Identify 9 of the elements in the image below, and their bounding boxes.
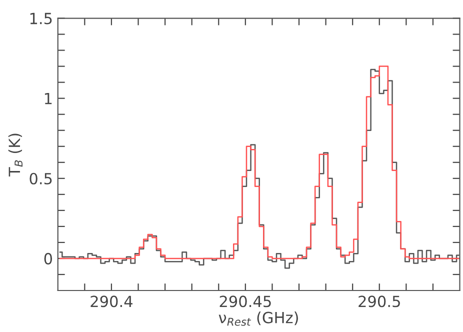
y-axis-title: T$_{B}$ (K) xyxy=(8,134,22,176)
y-tick-label: 0.5 xyxy=(30,172,52,184)
x-tick-label: 290.45 xyxy=(220,296,271,308)
y-tick-label: 0 xyxy=(44,252,52,264)
x-tick-label: 290.5 xyxy=(358,296,400,308)
y-tick-label: 1 xyxy=(44,92,52,104)
y-tick-label: 1.5 xyxy=(30,12,52,24)
x-tick-label: 290.4 xyxy=(90,296,132,308)
x-axis-title: ν$_{Rest}$ (GHz) xyxy=(218,312,298,326)
